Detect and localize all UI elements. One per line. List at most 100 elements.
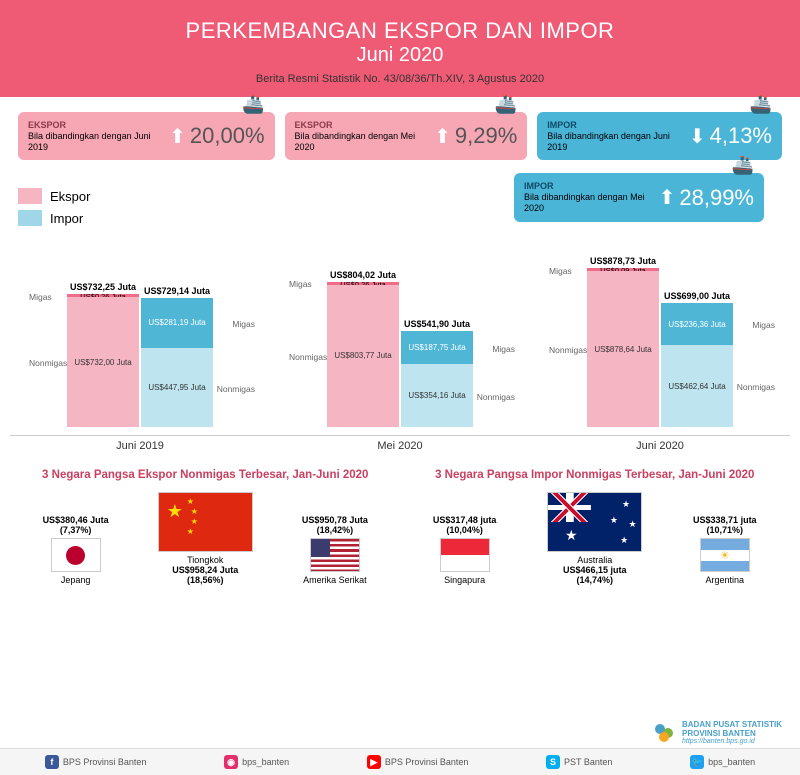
arrow-down-icon: ⬇ — [689, 124, 706, 149]
seg-nonmigas: US$803,77 Juta — [327, 285, 399, 428]
seg-nonmigas: US$447,95 Juta — [141, 348, 213, 428]
bars: US$732,25 Juta US$0,26 Juta US$732,00 Ju… — [67, 247, 213, 427]
footer-link[interactable]: ▶BPS Provinsi Banten — [367, 755, 469, 769]
country-value: US$380,46 Juta — [43, 515, 109, 525]
stat-label: EKSPORBila dibandingkan dengan Juni 2019 — [28, 120, 165, 152]
title-line2: Juni 2020 — [0, 44, 800, 67]
stat-ekspor: 🚢 EKSPORBila dibandingkan dengan Juni 20… — [18, 112, 275, 160]
legend-swatch-impor — [18, 210, 42, 226]
bottom-impor: 3 Negara Pangsa Impor Nonmigas Terbesar,… — [408, 469, 783, 585]
stat-label: EKSPORBila dibandingkan dengan Mei 2020 — [295, 120, 431, 152]
country: ★★★★★ TiongkokUS$958,24 Juta(18,56%) — [158, 489, 253, 585]
bottom-ekspor-title: 3 Negara Pangsa Ekspor Nonmigas Terbesar… — [18, 469, 393, 481]
bars: US$804,02 Juta US$0,26 Juta US$803,77 Ju… — [327, 247, 473, 427]
arrow-up-icon: ⬆ — [169, 124, 186, 149]
title-line1: PERKEMBANGAN EKSPOR DAN IMPOR — [0, 18, 800, 44]
legend-impor: Impor — [18, 210, 218, 226]
country-name: Australia — [547, 555, 642, 565]
footer-link[interactable]: 🐦bps_banten — [690, 755, 755, 769]
bottom-section: 3 Negara Pangsa Ekspor Nonmigas Terbesar… — [0, 457, 800, 593]
bar-stack: US$236,36 Juta US$462,64 Juta Migas Nonm… — [661, 303, 733, 427]
period-label: Mei 2020 — [270, 435, 530, 452]
flag-au-icon: ★★★★★ — [547, 492, 642, 552]
footer-link[interactable]: SPST Banten — [546, 755, 612, 769]
bar-total: US$541,90 Juta — [404, 319, 470, 329]
side-nonmigas: Nonmigas — [737, 382, 775, 392]
ship-icon: 🚢 — [750, 94, 772, 115]
subtitle: Berita Resmi Statistik No. 43/08/36/Th.X… — [0, 73, 800, 85]
bar-total: US$804,02 Juta — [330, 270, 396, 280]
seg-nonmigas: US$878,64 Juta — [587, 271, 659, 427]
period-label: Juni 2019 — [10, 435, 270, 452]
side-migas: Migas — [492, 344, 515, 354]
bar-ekspor: US$804,02 Juta US$0,26 Juta US$803,77 Ju… — [327, 270, 399, 428]
bar-stack: US$0,09 Juta US$878,64 Juta Migas Nonmig… — [587, 268, 659, 427]
side-nonmigas: Nonmigas — [549, 345, 587, 355]
country-pct: (10,71%) — [693, 525, 757, 535]
country-pct: (10,04%) — [433, 525, 497, 535]
stat-label: IMPORBila dibandingkan dengan Mei 2020 — [524, 181, 655, 213]
stat-impor: 🚢 IMPORBila dibandingkan dengan Juni 201… — [537, 112, 782, 160]
stat-impor: 🚢 IMPORBila dibandingkan dengan Mei 2020… — [514, 173, 764, 221]
footer-link[interactable]: fBPS Provinsi Banten — [45, 755, 147, 769]
chart-period: US$878,73 Juta US$0,09 Juta US$878,64 Ju… — [530, 247, 790, 452]
bar-impor: US$541,90 Juta US$187,75 Juta US$354,16 … — [401, 319, 473, 427]
side-migas: Migas — [549, 266, 572, 276]
stats-row: 🚢 EKSPORBila dibandingkan dengan Juni 20… — [0, 97, 800, 168]
social-icon: ◉ — [224, 755, 238, 769]
side-migas: Migas — [29, 292, 52, 302]
chart-period: US$804,02 Juta US$0,26 Juta US$803,77 Ju… — [270, 247, 530, 452]
country-pct: (14,74%) — [547, 575, 642, 585]
bottom-ekspor: 3 Negara Pangsa Ekspor Nonmigas Terbesar… — [18, 469, 393, 585]
social-icon: ▶ — [367, 755, 381, 769]
flag-cn-icon: ★★★★★ — [158, 492, 253, 552]
stat-value: 28,99% — [679, 185, 754, 211]
legend-impor-label: Impor — [50, 211, 83, 226]
legend: Ekspor Impor — [18, 173, 218, 232]
footer: fBPS Provinsi Banten ◉bps_banten ▶BPS Prov… — [0, 748, 800, 775]
bottom-impor-title: 3 Negara Pangsa Impor Nonmigas Terbesar,… — [408, 469, 783, 481]
country-value: US$950,78 Juta — [302, 515, 368, 525]
country-name: Tiongkok — [158, 555, 253, 565]
country-value: US$466,15 juta — [547, 565, 642, 575]
bar-impor: US$699,00 Juta US$236,36 Juta US$462,64 … — [661, 291, 733, 427]
legend-ekspor-label: Ekspor — [50, 189, 90, 204]
legend-row: Ekspor Impor 🚢 IMPORBila dibandingkan de… — [0, 168, 800, 232]
side-migas: Migas — [232, 319, 255, 329]
legend-ekspor: Ekspor — [18, 188, 218, 204]
country-name: Singapura — [433, 575, 497, 585]
country-pct: (18,42%) — [302, 525, 368, 535]
legend-swatch-ekspor — [18, 188, 42, 204]
stat-value: 20,00% — [190, 123, 265, 149]
country-pct: (18,56%) — [158, 575, 253, 585]
flag-us-icon — [310, 538, 360, 572]
side-nonmigas: Nonmigas — [477, 392, 515, 402]
arrow-up-icon: ⬆ — [434, 124, 451, 149]
header: PERKEMBANGAN EKSPOR DAN IMPOR Juni 2020 … — [0, 0, 800, 97]
arrow-up-icon: ⬆ — [659, 185, 676, 210]
bar-total: US$878,73 Juta — [590, 256, 656, 266]
side-migas: Migas — [752, 320, 775, 330]
bar-stack: US$0,26 Juta US$803,77 Juta Migas Nonmig… — [327, 282, 399, 428]
org-name: BADAN PUSAT STATISTIK — [682, 720, 782, 729]
ship-icon: 🚢 — [495, 94, 517, 115]
country: US$380,46 Juta(7,37%)Jepang — [43, 515, 109, 585]
bar-total: US$732,25 Juta — [70, 282, 136, 292]
country: US$338,71 juta(10,71%)☀Argentina — [693, 515, 757, 585]
bar-total: US$699,00 Juta — [664, 291, 730, 301]
country-value: US$317,48 juta — [433, 515, 497, 525]
social-icon: S — [546, 755, 560, 769]
flag-ar-icon: ☀ — [700, 538, 750, 572]
seg-nonmigas: US$354,16 Juta — [401, 364, 473, 427]
chart-period: US$732,25 Juta US$0,26 Juta US$732,00 Ju… — [10, 247, 270, 452]
seg-migas: US$281,19 Juta — [141, 298, 213, 348]
country-value: US$958,24 Juta — [158, 565, 253, 575]
bars: US$878,73 Juta US$0,09 Juta US$878,64 Ju… — [587, 247, 733, 427]
seg-migas: US$187,75 Juta — [401, 331, 473, 364]
charts: US$732,25 Juta US$0,26 Juta US$732,00 Ju… — [0, 232, 800, 457]
country-name: Argentina — [693, 575, 757, 585]
footer-link[interactable]: ◉bps_banten — [224, 755, 289, 769]
bar-impor: US$729,14 Juta US$281,19 Juta US$447,95 … — [141, 286, 213, 428]
country: ★★★★★ AustraliaUS$466,15 juta(14,74%) — [547, 489, 642, 585]
ship-icon: 🚢 — [242, 94, 264, 115]
